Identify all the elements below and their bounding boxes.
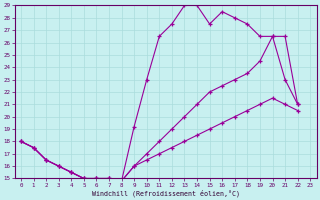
X-axis label: Windchill (Refroidissement éolien,°C): Windchill (Refroidissement éolien,°C): [92, 189, 240, 197]
